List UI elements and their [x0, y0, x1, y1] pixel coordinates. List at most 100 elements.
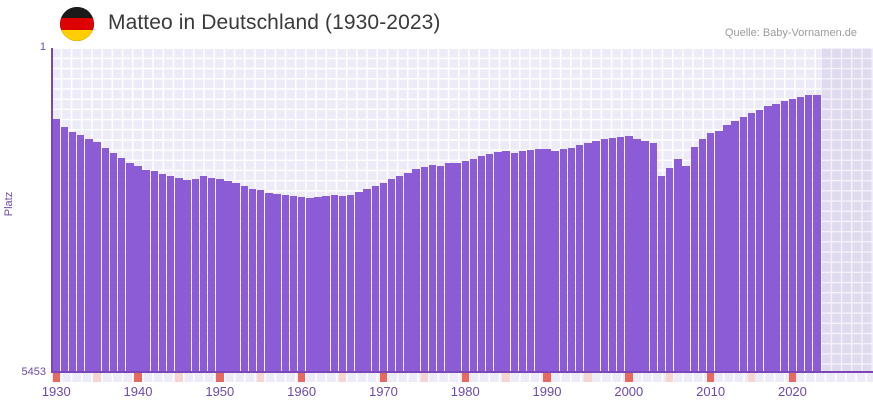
bar[interactable]	[68, 132, 77, 372]
bar[interactable]	[445, 162, 453, 372]
bar[interactable]	[526, 150, 535, 372]
bar[interactable]	[690, 147, 698, 372]
bar[interactable]	[805, 95, 813, 372]
bar[interactable]	[134, 166, 142, 372]
x-tick-label: 1960	[287, 384, 317, 399]
bar[interactable]	[641, 141, 649, 372]
bar[interactable]	[167, 175, 175, 372]
bar[interactable]	[649, 143, 658, 372]
bar[interactable]	[436, 165, 445, 372]
bar[interactable]	[150, 171, 159, 372]
bar[interactable]	[674, 159, 682, 372]
bar[interactable]	[559, 149, 568, 372]
bar[interactable]	[199, 176, 208, 372]
bar[interactable]	[387, 178, 396, 372]
bar[interactable]	[265, 192, 273, 372]
bar[interactable]	[518, 151, 527, 372]
bar[interactable]	[158, 173, 167, 372]
bar[interactable]	[682, 166, 690, 372]
bar[interactable]	[576, 145, 584, 372]
bar[interactable]	[355, 191, 363, 372]
bar[interactable]	[486, 154, 494, 372]
bar[interactable]	[175, 178, 183, 372]
bar[interactable]	[551, 150, 559, 372]
bar[interactable]	[346, 194, 355, 372]
bar[interactable]	[330, 195, 339, 372]
bar[interactable]	[796, 96, 805, 372]
bar[interactable]	[453, 163, 461, 372]
bar[interactable]	[723, 125, 731, 372]
bar[interactable]	[494, 152, 502, 372]
bar[interactable]	[461, 161, 469, 372]
bar[interactable]	[535, 149, 543, 372]
chart-header: Matteo in Deutschland (1930-2023) Quelle…	[0, 0, 873, 46]
bar[interactable]	[567, 147, 576, 372]
bar[interactable]	[608, 138, 617, 372]
bar[interactable]	[281, 195, 289, 372]
bar[interactable]	[813, 94, 821, 372]
bar[interactable]	[101, 148, 110, 372]
x-tick-major	[52, 373, 60, 382]
bar[interactable]	[502, 150, 510, 372]
bar[interactable]	[584, 143, 592, 372]
bar[interactable]	[698, 138, 707, 372]
bar[interactable]	[543, 148, 551, 372]
bar[interactable]	[616, 136, 625, 372]
bar[interactable]	[379, 183, 388, 372]
bar[interactable]	[731, 120, 739, 372]
bar[interactable]	[85, 138, 93, 372]
bar[interactable]	[232, 183, 240, 372]
bar[interactable]	[780, 101, 788, 372]
bar[interactable]	[207, 177, 216, 372]
bar[interactable]	[60, 127, 69, 372]
bar[interactable]	[600, 139, 608, 372]
bar[interactable]	[772, 103, 780, 372]
bar[interactable]	[404, 172, 412, 372]
bar[interactable]	[289, 196, 298, 372]
bar[interactable]	[117, 158, 126, 372]
bar[interactable]	[216, 178, 224, 372]
bar[interactable]	[625, 136, 633, 372]
bar[interactable]	[248, 188, 257, 372]
bar[interactable]	[191, 178, 199, 372]
bar[interactable]	[183, 180, 191, 372]
x-tick-minor	[175, 373, 183, 382]
bar[interactable]	[224, 180, 232, 372]
bar[interactable]	[633, 138, 641, 372]
bar[interactable]	[306, 198, 314, 372]
x-tick-label: 1980	[450, 384, 480, 399]
bar[interactable]	[477, 155, 486, 372]
bar[interactable]	[126, 163, 134, 372]
bar[interactable]	[363, 188, 371, 372]
bar[interactable]	[396, 175, 404, 372]
bar[interactable]	[412, 169, 420, 372]
bar[interactable]	[764, 106, 772, 372]
bar[interactable]	[314, 197, 322, 372]
bar[interactable]	[371, 186, 379, 372]
bar[interactable]	[469, 159, 478, 372]
bar[interactable]	[77, 135, 85, 372]
bar[interactable]	[592, 141, 600, 372]
bar[interactable]	[240, 185, 249, 372]
bar[interactable]	[666, 167, 674, 372]
bar[interactable]	[657, 175, 666, 372]
bar[interactable]	[273, 193, 281, 372]
bar[interactable]	[755, 109, 764, 372]
bar[interactable]	[257, 190, 265, 372]
bar[interactable]	[428, 164, 437, 372]
bar[interactable]	[739, 116, 748, 372]
bar[interactable]	[109, 153, 118, 372]
bar[interactable]	[788, 98, 797, 372]
bar[interactable]	[297, 197, 306, 372]
bar[interactable]	[747, 112, 756, 372]
bar[interactable]	[338, 196, 347, 372]
bar[interactable]	[93, 141, 101, 372]
bar[interactable]	[715, 130, 723, 372]
bar[interactable]	[420, 166, 429, 372]
bar[interactable]	[52, 119, 60, 372]
bar[interactable]	[706, 133, 715, 372]
bar[interactable]	[322, 196, 330, 372]
x-axis-tick-strip	[51, 373, 873, 382]
bar[interactable]	[142, 169, 150, 372]
bar[interactable]	[510, 152, 519, 372]
